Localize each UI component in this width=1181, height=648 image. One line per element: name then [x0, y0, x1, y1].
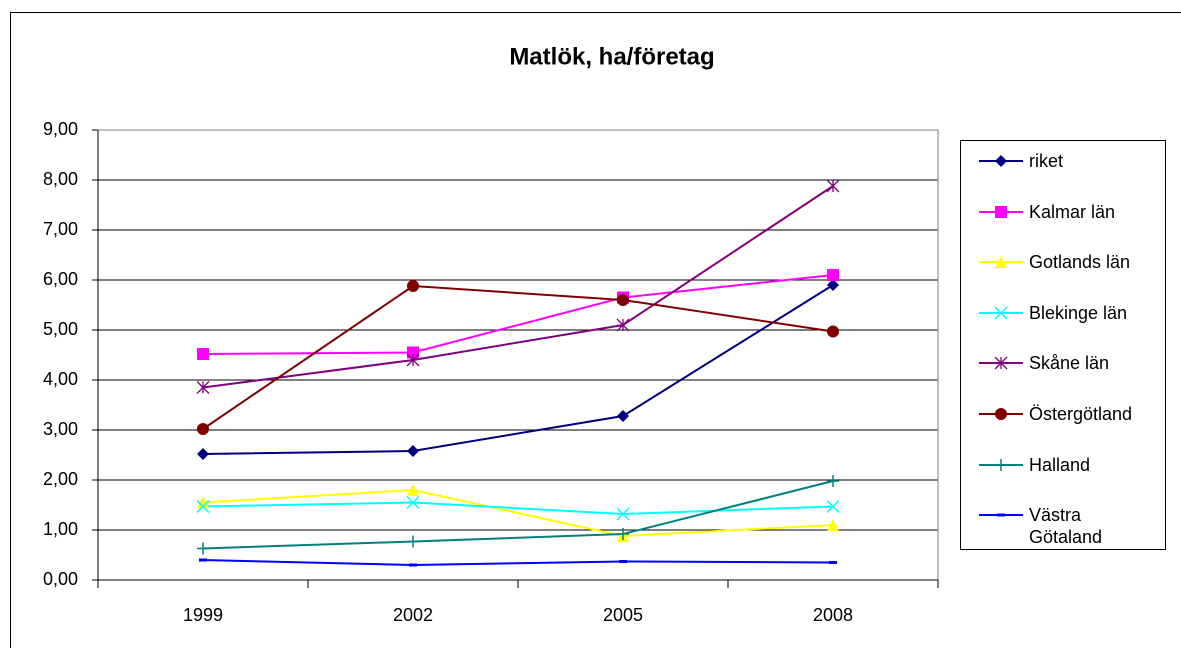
series-line	[202, 480, 834, 550]
legend-label: Västra Götaland	[1029, 505, 1103, 548]
marker	[826, 499, 840, 514]
y-tick-label: 8,00	[43, 169, 78, 189]
marker	[197, 348, 209, 360]
x-tick-label: 1999	[183, 605, 223, 625]
legend-swatch	[979, 513, 1023, 517]
marker	[827, 475, 839, 487]
legend-label: Kalmar län	[1029, 201, 1116, 222]
legend-entry: Västra Götaland	[977, 504, 1147, 548]
marker	[995, 205, 1007, 218]
series-line	[202, 559, 834, 567]
legend-entry: Kalmar län	[977, 201, 1147, 223]
legend-entry: Skåne län	[977, 352, 1147, 374]
marker	[827, 325, 839, 338]
marker	[827, 519, 839, 531]
legend-swatch	[979, 205, 1023, 218]
marker	[197, 448, 209, 460]
series-line	[202, 284, 834, 455]
marker	[827, 269, 839, 281]
y-tick-label: 5,00	[43, 319, 78, 339]
marker	[616, 507, 630, 521]
marker	[995, 408, 1007, 420]
legend-swatch	[979, 155, 1023, 167]
legend-swatch	[979, 458, 1023, 471]
legend-label: riket	[1029, 151, 1064, 171]
x-tick-label: 2008	[813, 605, 853, 625]
marker	[407, 535, 419, 548]
marker	[617, 528, 629, 540]
marker	[826, 179, 840, 193]
marker	[995, 458, 1007, 471]
marker	[995, 256, 1007, 269]
marker	[407, 445, 419, 457]
marker	[407, 346, 419, 359]
legend-label: Blekinge län	[1029, 302, 1128, 323]
series-line	[202, 501, 834, 516]
marker	[406, 353, 420, 367]
marker	[196, 499, 210, 514]
y-tick-label: 0,00	[43, 569, 78, 589]
marker	[407, 484, 419, 496]
marker	[617, 410, 629, 422]
legend-entry: Blekinge län	[977, 302, 1147, 324]
marker	[995, 155, 1007, 167]
legend-label: Halland	[1029, 454, 1091, 475]
y-tick-label: 1,00	[43, 519, 78, 539]
legend-entry: Halland	[977, 454, 1147, 476]
marker	[994, 356, 1008, 370]
legend-swatch	[979, 256, 1023, 269]
series-line	[202, 488, 834, 538]
legend-swatch	[979, 306, 1023, 320]
marker	[197, 496, 209, 509]
series-line	[202, 185, 834, 389]
legend-entry: Gotlands län	[977, 251, 1147, 273]
legend-label: Östergötland	[1029, 404, 1133, 424]
legend-label: Skåne län	[1029, 353, 1110, 374]
y-tick-label: 3,00	[43, 419, 78, 439]
x-tick-label: 2002	[393, 605, 433, 625]
legend-entry: riket	[977, 150, 1147, 172]
y-tick-label: 6,00	[43, 269, 78, 289]
y-tick-label: 2,00	[43, 469, 78, 489]
marker	[197, 542, 209, 555]
y-tick-label: 7,00	[43, 219, 78, 239]
y-tick-label: 4,00	[43, 369, 78, 389]
legend-swatch	[979, 408, 1023, 420]
series-line	[202, 284, 834, 430]
legend-entry: Östergötland	[977, 403, 1147, 425]
series-line	[202, 274, 834, 355]
x-tick-label: 2005	[603, 605, 643, 625]
marker	[406, 495, 420, 510]
legend: riket Kalmar län Gotlands län Blekinge län S…	[960, 140, 1166, 550]
marker	[616, 318, 630, 332]
legend-swatch	[979, 356, 1023, 370]
y-tick-label: 9,00	[43, 119, 78, 139]
marker	[827, 279, 839, 291]
legend-label: Gotlands län	[1029, 252, 1131, 273]
marker	[617, 294, 629, 306]
marker	[197, 423, 209, 435]
marker	[994, 306, 1008, 320]
marker	[196, 381, 210, 394]
chart-title: Matlök, ha/företag	[509, 43, 714, 70]
marker	[407, 280, 419, 292]
